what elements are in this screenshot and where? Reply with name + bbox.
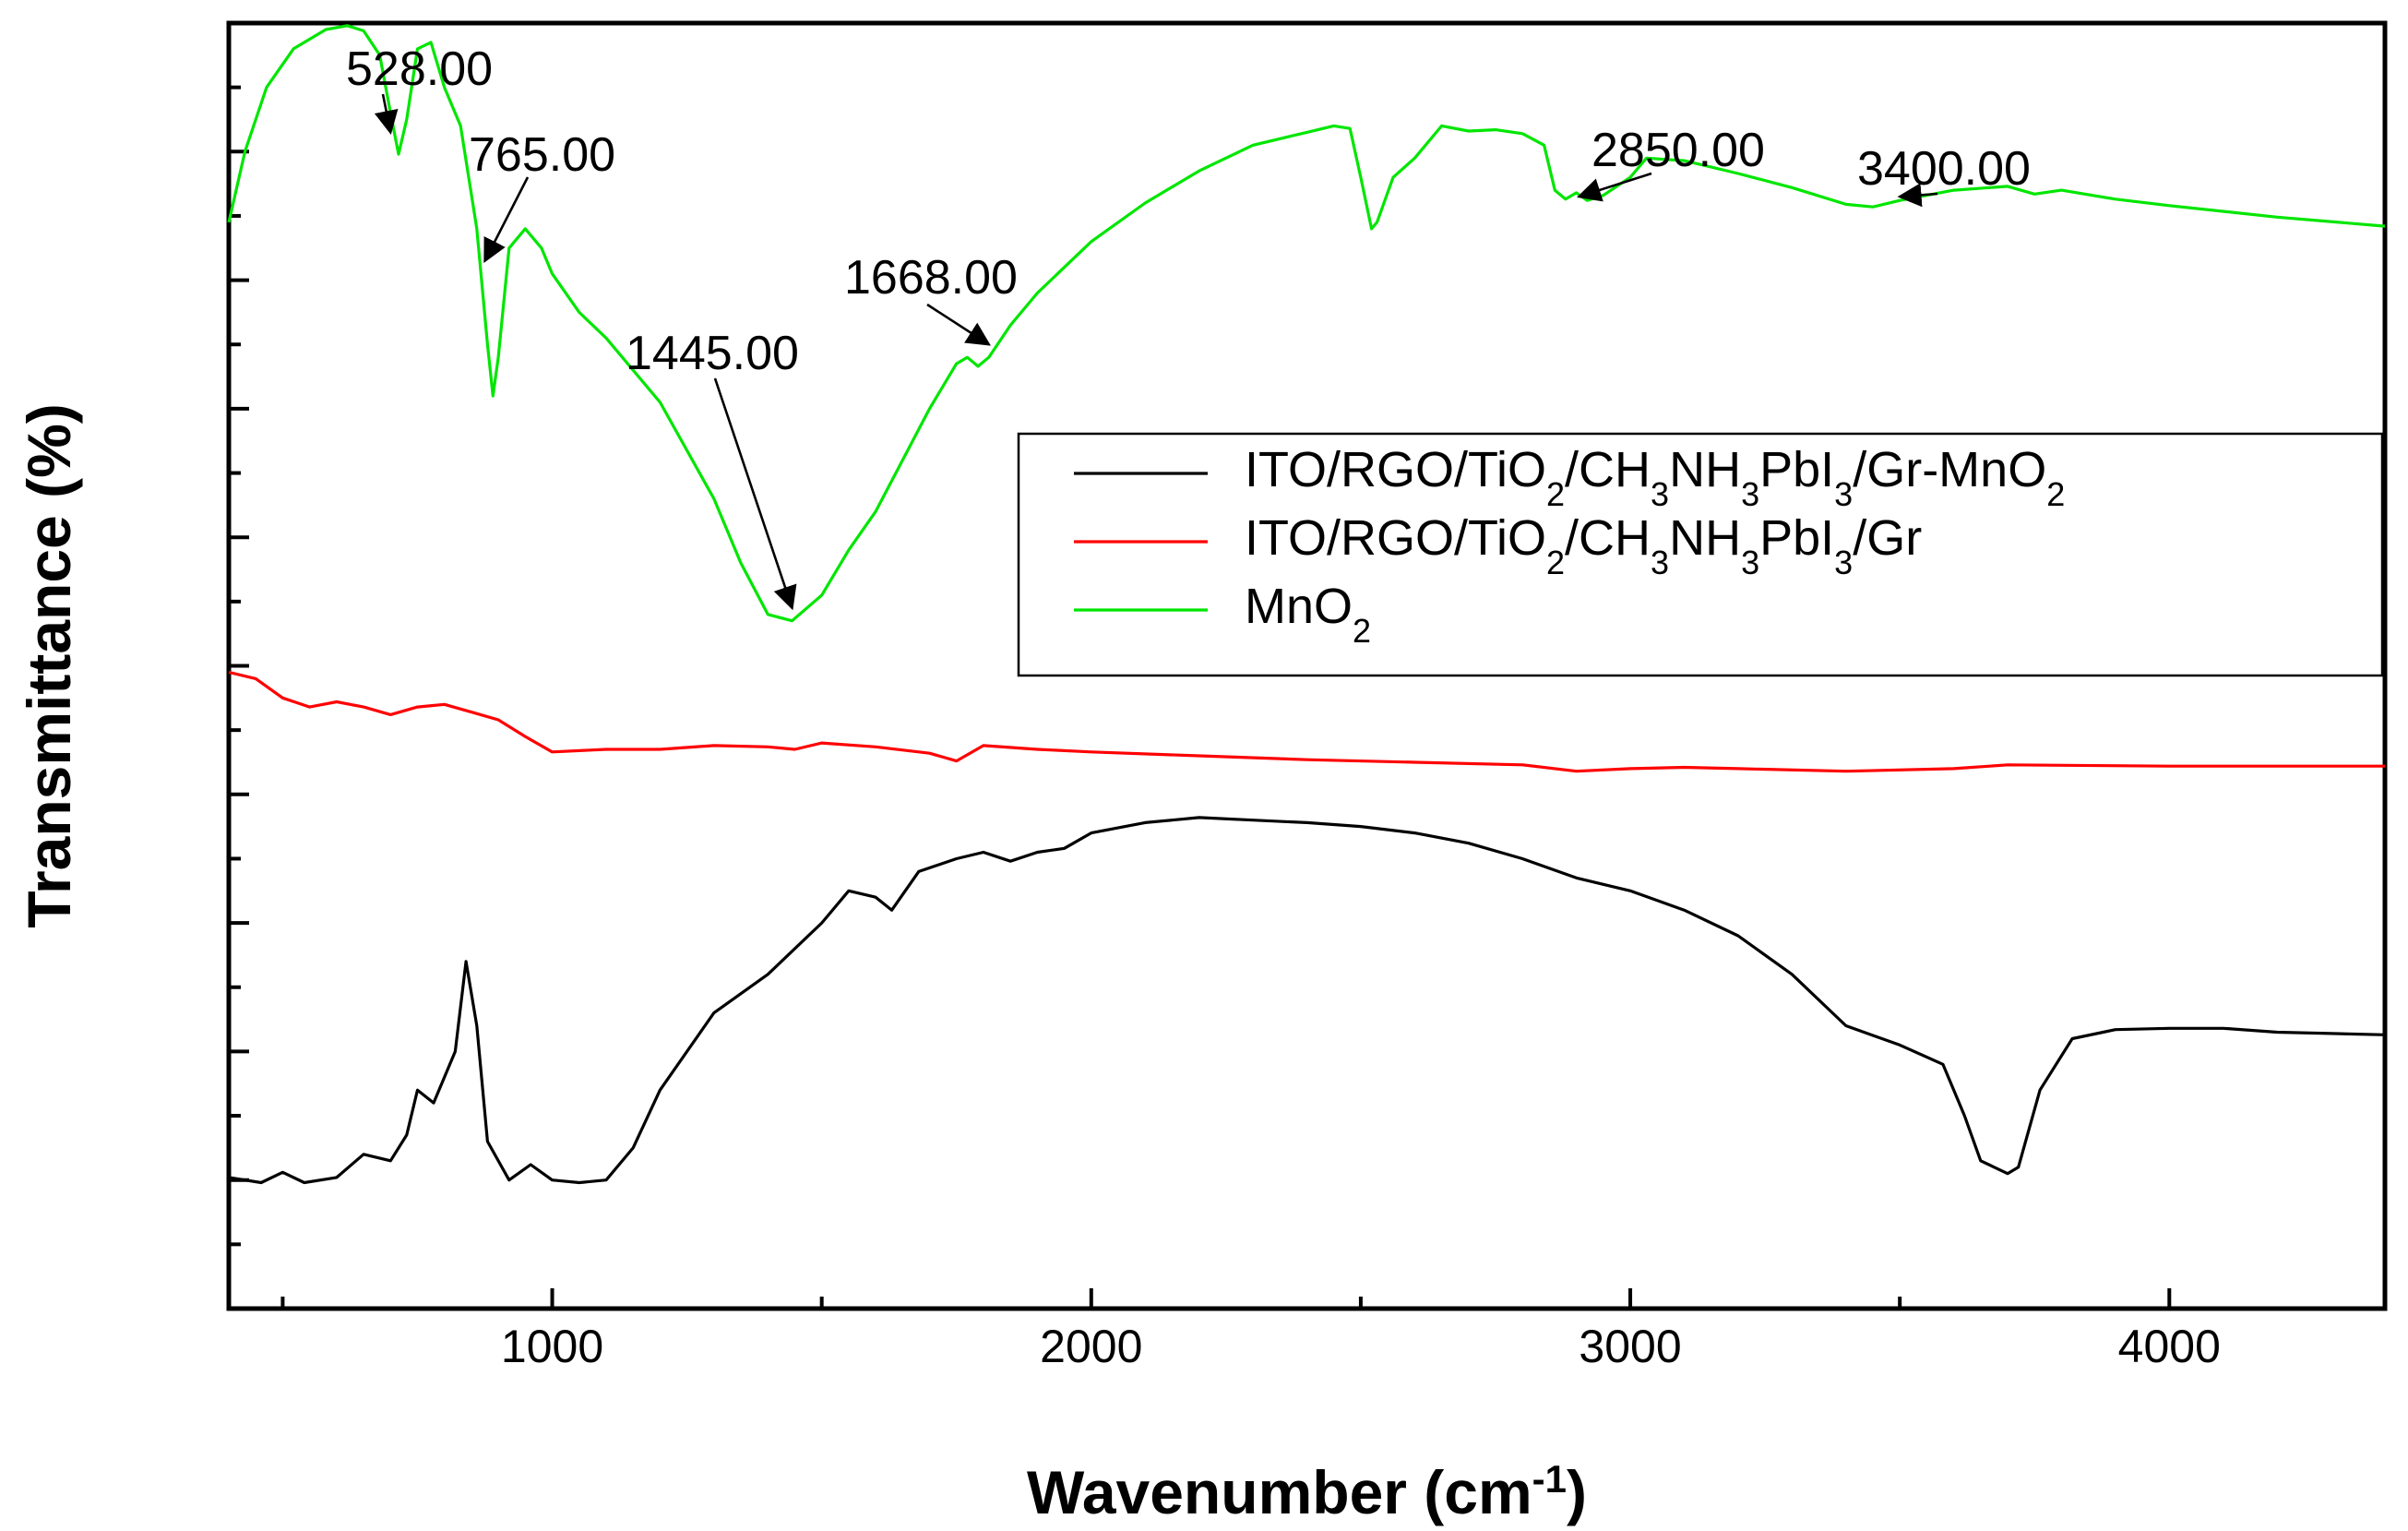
- annotation-label: 1668.00: [844, 251, 1018, 305]
- annotation-arrow: [926, 303, 991, 346]
- annotation-arrow: [713, 377, 797, 611]
- series-lines: [227, 24, 2386, 1185]
- axis-ticks: 1000 2000 3000 4000: [229, 85, 2221, 1372]
- series-line-2: [227, 24, 2386, 623]
- annotation-arrow: [483, 176, 530, 264]
- legend-box: [1017, 432, 2384, 677]
- annotation-label: 1445.00: [626, 327, 799, 380]
- annotation-label: 528.00: [346, 42, 493, 96]
- x-tick-label: 4000: [2118, 1321, 2221, 1372]
- annotation-label: 765.00: [469, 128, 615, 182]
- legend-entry-0: ITO/RGO/TiO2/CH3NH3PbI3/Gr-MnO2: [1245, 442, 2065, 513]
- annotation-arrow: [374, 93, 399, 135]
- x-tick-label: 2000: [1040, 1321, 1142, 1372]
- series-line-1: [228, 670, 2385, 773]
- annotation-label: 3400.00: [1857, 142, 2031, 196]
- peak-annotations: 528.00 765.00 1445.00 1668.00 2850.00 3400.00: [346, 42, 2031, 611]
- x-tick-label: 1000: [501, 1321, 603, 1372]
- y-axis-title: Transmittance (%): [15, 403, 83, 927]
- legend: ITO/RGO/TiO2/CH3NH3PbI3/Gr-MnO2ITO/RGO/T…: [1017, 432, 2384, 677]
- series-line-0: [228, 816, 2386, 1185]
- legend-entry-1: ITO/RGO/TiO2/CH3NH3PbI3/Gr: [1245, 510, 1922, 581]
- legend-entry-2: MnO2: [1245, 579, 1371, 650]
- annotation-label: 2850.00: [1591, 124, 1765, 177]
- x-tick-label: 3000: [1579, 1321, 1681, 1372]
- x-axis-title: Wavenumber (cm-1): [1027, 1457, 1587, 1527]
- annotation-arrow: [1897, 183, 1938, 208]
- annotation-arrow: [1577, 172, 1652, 202]
